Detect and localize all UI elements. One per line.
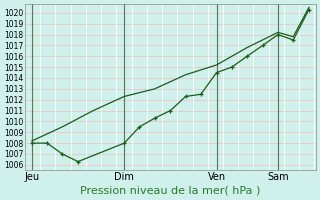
X-axis label: Pression niveau de la mer( hPa ): Pression niveau de la mer( hPa ) xyxy=(80,186,260,196)
